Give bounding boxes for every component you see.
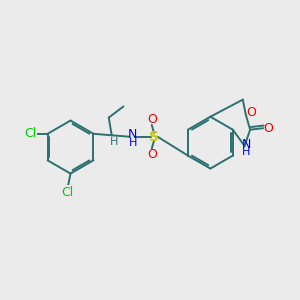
Text: H: H	[242, 147, 250, 157]
Text: O: O	[147, 112, 157, 126]
Text: H: H	[110, 137, 118, 147]
Text: O: O	[147, 148, 157, 161]
Text: N: N	[128, 128, 138, 142]
Text: H: H	[129, 138, 137, 148]
Text: Cl: Cl	[24, 127, 37, 140]
Text: S: S	[149, 130, 159, 144]
Text: N: N	[242, 138, 251, 151]
Text: Cl: Cl	[61, 186, 73, 199]
Text: O: O	[263, 122, 273, 135]
Text: O: O	[247, 106, 256, 119]
